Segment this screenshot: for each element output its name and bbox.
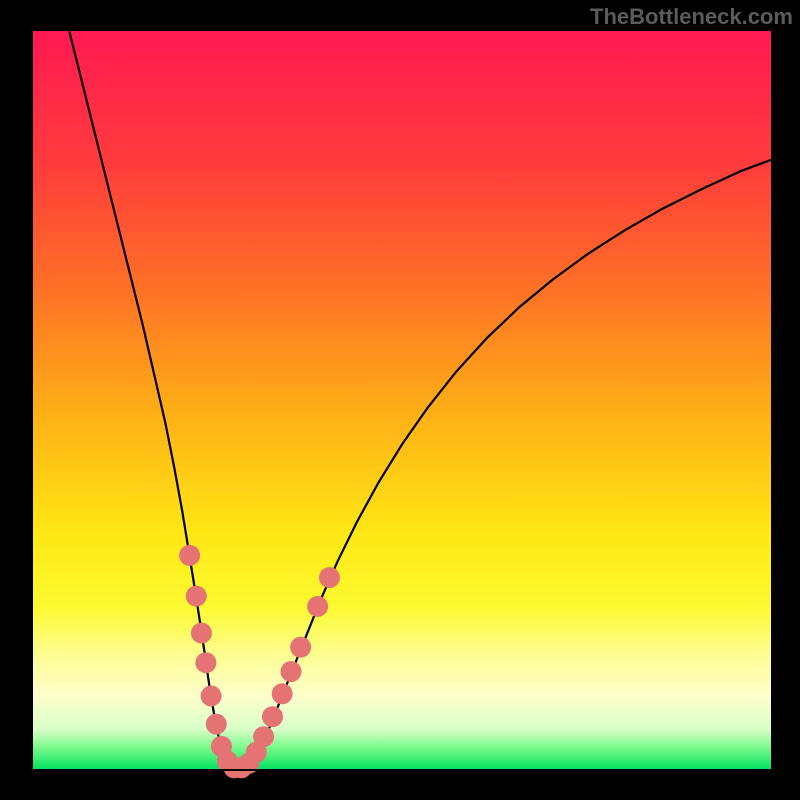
scatter-point [319,567,340,588]
scatter-point [186,586,207,607]
watermark-label: TheBottleneck.com [590,4,793,30]
scatter-point [307,596,328,617]
bottleneck-chart [0,0,800,800]
scatter-point [290,637,311,658]
scatter-point [206,714,227,735]
scatter-point [179,545,200,566]
scatter-point [262,706,283,727]
plot-background [32,30,772,770]
scatter-point [201,686,222,707]
scatter-point [253,726,274,747]
scatter-point [272,683,293,704]
scatter-point [191,623,212,644]
scatter-point [281,661,302,682]
scatter-point [195,652,216,673]
